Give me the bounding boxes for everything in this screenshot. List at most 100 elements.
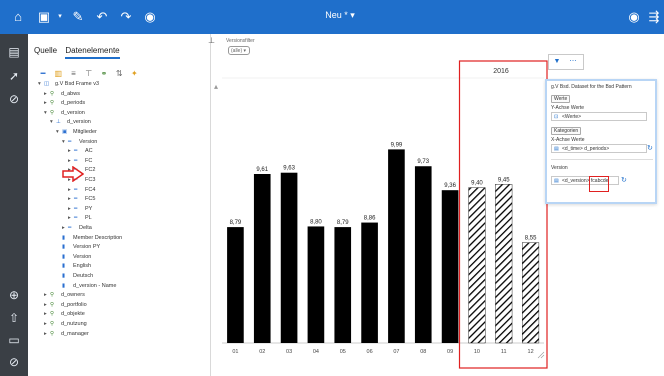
edit-icon[interactable]: ✎ <box>72 9 84 24</box>
bar-12[interactable] <box>522 242 540 344</box>
tree-item[interactable]: ▸ ━ FC5 <box>68 195 95 204</box>
tree-item[interactable]: ▸ ━ PY <box>68 205 92 214</box>
folder-icon[interactable]: ▥ <box>54 69 63 78</box>
tree-item[interactable]: ▸ ⚲ d_manager <box>44 330 89 339</box>
play-icon[interactable]: ◉ <box>144 9 156 24</box>
preview-icon[interactable]: ◉ <box>628 9 640 24</box>
tree-item[interactable]: ▸ ⚲ d_nutzung <box>44 320 87 329</box>
home-icon[interactable]: ⌂ <box>14 9 22 24</box>
expand-icon[interactable]: ▸ <box>68 196 71 203</box>
tab-source[interactable]: Quelle <box>34 46 58 55</box>
comment-icon[interactable]: ▭ <box>8 333 20 347</box>
upload-icon[interactable]: ⇧ <box>8 311 20 325</box>
resize-handle-icon[interactable] <box>537 351 545 359</box>
expand-icon[interactable]: ▸ <box>44 292 47 299</box>
collapse-icon[interactable]: ━ <box>40 69 46 78</box>
attr-icon: ▮ <box>62 244 66 251</box>
bar-06[interactable] <box>361 222 378 343</box>
bar-02[interactable] <box>253 174 271 343</box>
bar-09[interactable] <box>441 190 459 343</box>
bar-05[interactable] <box>334 227 352 343</box>
tree-item[interactable]: ▸ ⚲ d_objekte <box>44 310 85 319</box>
expand-icon[interactable]: ▾ <box>50 119 53 126</box>
refresh-icon[interactable]: ↻ <box>647 145 653 152</box>
expand-icon[interactable]: ▸ <box>62 225 65 231</box>
tree-item[interactable]: ▾ ━ Version <box>62 138 97 147</box>
expand-icon[interactable]: ▸ <box>68 215 71 222</box>
bar-04[interactable] <box>307 226 325 343</box>
tree-item[interactable]: ▸ ━ FC <box>68 157 92 166</box>
pin-icon[interactable]: ⊥ <box>208 36 215 45</box>
version-filter-dropdown[interactable]: (alle) ▾ <box>228 46 250 55</box>
paint-icon[interactable]: ✦ <box>131 69 138 78</box>
tree-item[interactable]: ▸ ━ Delta <box>62 224 92 233</box>
tree-item[interactable]: ▸ ⚲ d_periods <box>44 99 85 108</box>
model-icon: ◫ <box>44 81 50 87</box>
tree-item[interactable]: ▮ Member Description <box>56 234 122 243</box>
expand-icon[interactable]: ▸ <box>44 301 47 308</box>
filter-funnel-icon[interactable]: ▼ <box>553 58 561 65</box>
save-icon[interactable]: ▣ <box>37 9 51 24</box>
expand-icon[interactable]: ▸ <box>68 205 71 212</box>
tree-item[interactable]: ▮ Version <box>56 253 91 262</box>
add-icon[interactable]: ⊕ <box>8 288 20 302</box>
bar-07[interactable] <box>388 149 405 343</box>
series-button[interactable]: Werte <box>551 95 571 103</box>
tree-item-label: d_manager <box>61 330 89 337</box>
data-icon[interactable]: ▤ <box>8 45 20 59</box>
expand-icon[interactable]: ▾ <box>56 129 59 135</box>
tree-item[interactable]: ▸ ⚲ d_portfolio <box>44 301 87 310</box>
expand-icon[interactable]: ▾ <box>62 138 65 145</box>
expand-icon[interactable]: ▾ <box>44 109 47 116</box>
tree-item[interactable]: ▾ ⚲ d_version <box>44 109 85 118</box>
bar-08[interactable] <box>414 166 432 343</box>
expand-icon[interactable]: ▾ <box>38 81 41 87</box>
bar-10[interactable] <box>468 187 486 344</box>
help-icon[interactable]: ⊘ <box>8 355 20 369</box>
tree-item[interactable]: ▾ ⊥ d_version <box>50 118 91 127</box>
link-icon[interactable]: ⚭ <box>100 69 108 78</box>
chevron-down-icon[interactable]: ▾ <box>58 13 62 20</box>
list-icon[interactable]: ≡ <box>71 69 76 78</box>
scroll-up-icon[interactable]: ▴ <box>214 82 219 91</box>
categories-button[interactable]: Kategorien <box>551 127 582 135</box>
redo-icon[interactable]: ↷ <box>120 9 132 24</box>
expand-icon[interactable]: ▸ <box>68 186 71 193</box>
tree-item[interactable]: ▸ ━ FC4 <box>68 186 95 195</box>
tab-data-elements[interactable]: Datenelemente <box>65 46 120 59</box>
expand-icon[interactable]: ▸ <box>44 100 47 107</box>
expand-icon[interactable]: ▸ <box>44 330 47 337</box>
y-axis-label: Y-Achse Werte <box>551 105 585 111</box>
tree-icon[interactable]: ⊤ <box>85 69 93 78</box>
tree-item[interactable]: ▾ ◫ g.V Bsd Frame v3 <box>38 80 99 89</box>
design-icon[interactable]: ➚ <box>8 69 20 83</box>
tree-item[interactable]: ▸ ⚲ d_abws <box>44 90 80 99</box>
tree-item[interactable]: ▮ Version PY <box>56 243 100 252</box>
x-axis-field[interactable]: ▤ <d_time> d_periods> <box>551 144 647 153</box>
tree-item[interactable]: ▸ ━ PL <box>68 214 92 223</box>
expand-icon[interactable]: ▸ <box>68 157 71 164</box>
bar-11[interactable] <box>495 184 513 344</box>
tree-item[interactable]: ▮ Deutsch <box>56 272 93 281</box>
tree-item[interactable]: ▸ ━ AC <box>68 147 93 156</box>
tree-item[interactable]: ▮ English <box>56 262 91 271</box>
bar-03[interactable] <box>280 172 298 343</box>
bar-01[interactable] <box>227 227 244 343</box>
version-field[interactable]: ▤ <d_version> fcabcde <box>551 176 619 185</box>
share-icon[interactable]: ⇶ <box>648 9 660 24</box>
expand-icon[interactable]: ▸ <box>68 177 71 183</box>
expand-icon[interactable]: ▸ <box>68 148 71 155</box>
refresh-version-icon[interactable]: ↻ <box>621 177 627 184</box>
tree-item[interactable]: ▾ ▣ Mitglieder <box>56 128 97 137</box>
expand-icon[interactable]: ▸ <box>44 90 47 97</box>
sort-icon[interactable]: ⇅ <box>115 69 123 78</box>
y-axis-field[interactable]: ⊡ <Werte> <box>551 112 647 121</box>
more-options-icon[interactable]: ⋯ <box>569 58 577 65</box>
tree-item[interactable]: ▸ ⚲ d_owners <box>44 291 85 300</box>
expand-icon[interactable]: ▸ <box>44 321 47 327</box>
document-title[interactable]: Neu * ▾ <box>325 10 355 20</box>
undo-icon[interactable]: ↶ <box>96 9 108 24</box>
expand-icon[interactable]: ▸ <box>44 311 47 318</box>
filter-icon[interactable]: ⊘ <box>8 92 20 106</box>
tree-item[interactable]: ▮ d_version - Name <box>56 282 116 291</box>
